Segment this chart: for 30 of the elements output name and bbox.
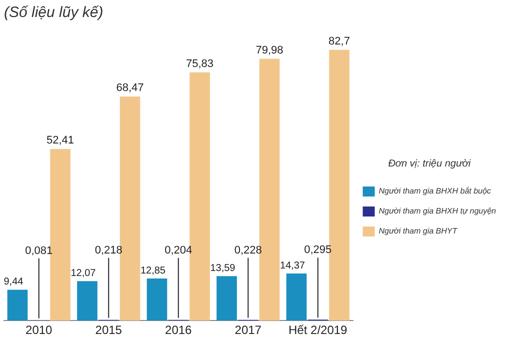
x-tick-label: 2015 — [95, 323, 122, 338]
x-tick-label: 2017 — [234, 323, 262, 338]
chart-title: (Số liệu lũy kế) — [4, 4, 104, 22]
legend-title: Đơn vị: triệu người — [388, 158, 472, 170]
legend-label: Người tham gia BHXH tự nguyện — [378, 206, 497, 216]
data-label: 0,204 — [164, 244, 192, 256]
data-label: 82,7 — [328, 35, 350, 48]
legend-label: Người tham gia BHXH bắt buộc — [378, 186, 491, 196]
data-label: 79,98 — [256, 44, 284, 56]
data-label: 0,228 — [234, 244, 262, 256]
x-tick-label: 2010 — [26, 323, 53, 338]
data-label: 14,37 — [280, 260, 306, 272]
data-label: 75,83 — [186, 58, 214, 70]
data-label: 0,081 — [25, 244, 53, 257]
bar — [286, 274, 307, 321]
data-label: 9,44 — [4, 276, 24, 288]
bar — [146, 278, 168, 321]
bar — [77, 281, 98, 321]
data-label: 68,47 — [116, 82, 144, 94]
bar — [216, 276, 237, 321]
data-label: 0,218 — [94, 244, 122, 256]
data-label: 0,295 — [304, 244, 332, 256]
x-tick-label: Hết 2/2019 — [288, 323, 348, 338]
x-tick-label: 2016 — [165, 323, 192, 338]
data-label: 12,07 — [70, 268, 96, 279]
bar — [7, 290, 28, 321]
data-label: 52,41 — [46, 134, 74, 147]
data-label: 13,59 — [210, 262, 236, 274]
legend-label: Người tham gia BHYT — [378, 226, 458, 236]
data-label: 12,85 — [140, 265, 166, 276]
